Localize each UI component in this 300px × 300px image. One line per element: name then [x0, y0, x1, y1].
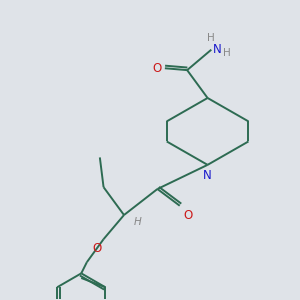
Text: O: O	[153, 62, 162, 75]
Text: O: O	[183, 209, 193, 222]
Text: N: N	[213, 43, 222, 56]
Text: O: O	[92, 242, 102, 255]
Text: H: H	[223, 48, 231, 59]
Text: N: N	[203, 169, 212, 182]
Text: H: H	[207, 33, 215, 43]
Text: H: H	[133, 217, 141, 227]
